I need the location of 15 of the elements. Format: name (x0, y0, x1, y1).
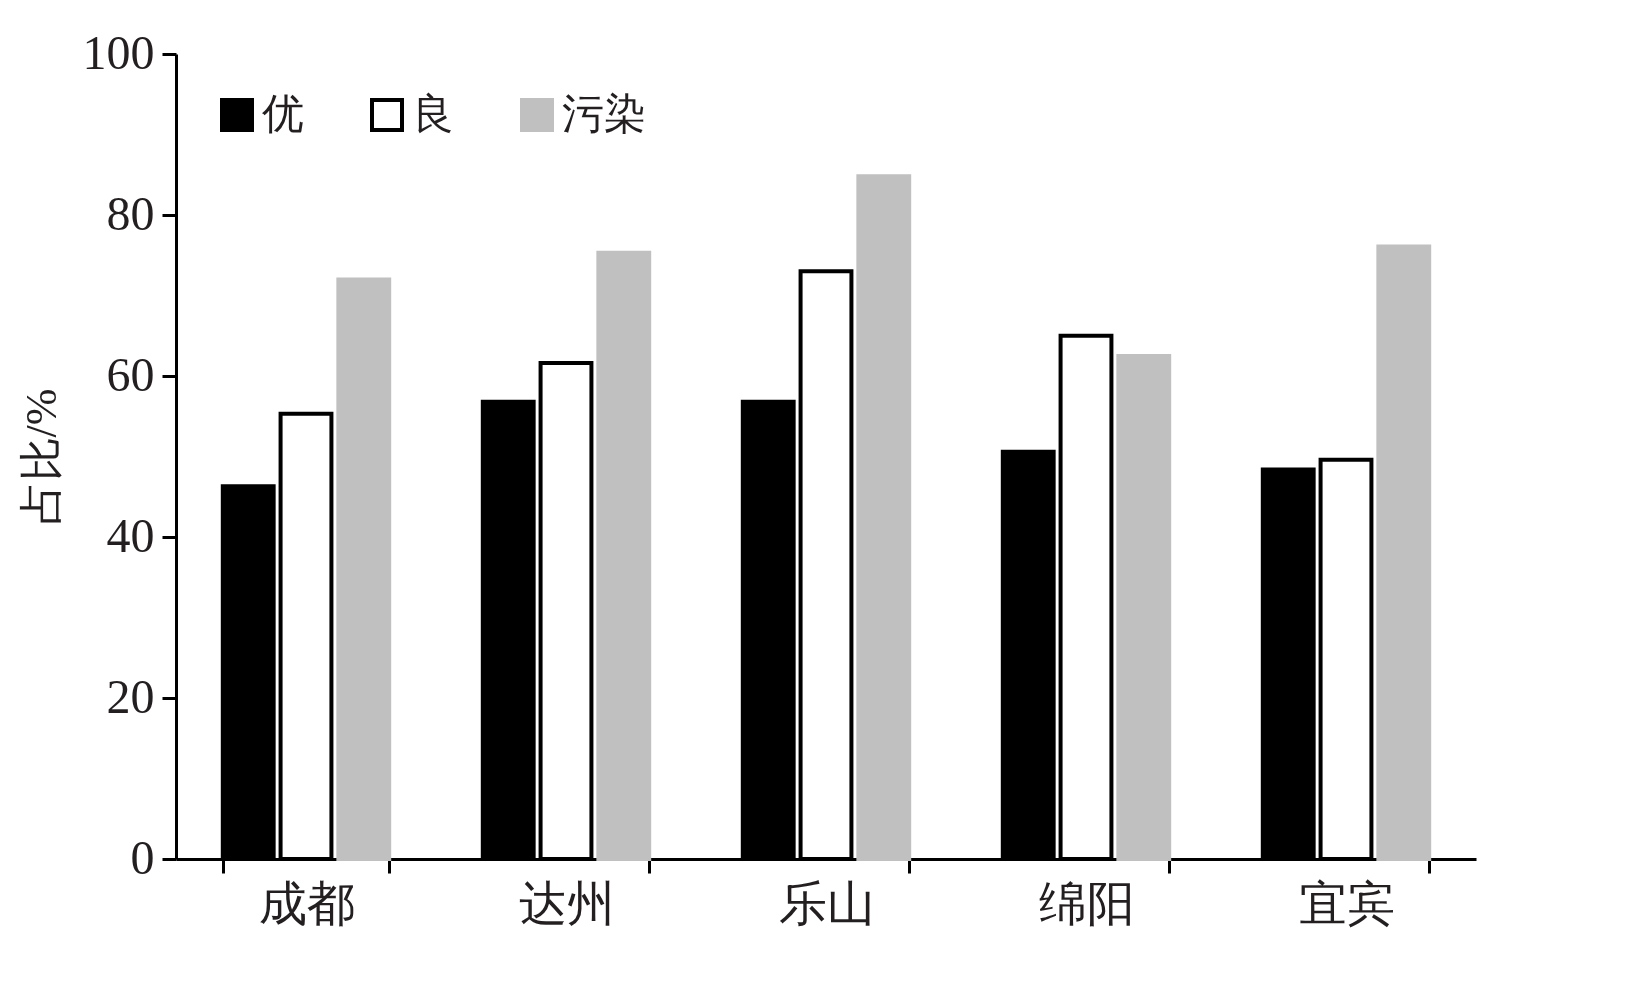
y-tick-label: 0 (130, 830, 155, 884)
x-tick-label: 达州 (518, 876, 615, 930)
y-tick-label: 40 (106, 508, 155, 562)
y-tick-label: 20 (106, 669, 155, 723)
legend-label: 优 (262, 91, 304, 137)
x-tick-label: 成都 (258, 876, 355, 930)
x-tick-label: 绵阳 (1038, 876, 1135, 930)
y-tick-label: 80 (106, 186, 155, 240)
x-tick-label: 宜宾 (1298, 876, 1395, 930)
x-tick-label: 乐山 (778, 876, 875, 930)
y-axis-title: 占比/% (16, 388, 66, 526)
legend-label: 污染 (562, 91, 646, 137)
y-tick-label: 100 (82, 25, 155, 79)
y-tick-label: 60 (106, 347, 155, 401)
legend-label: 良 (412, 91, 454, 137)
